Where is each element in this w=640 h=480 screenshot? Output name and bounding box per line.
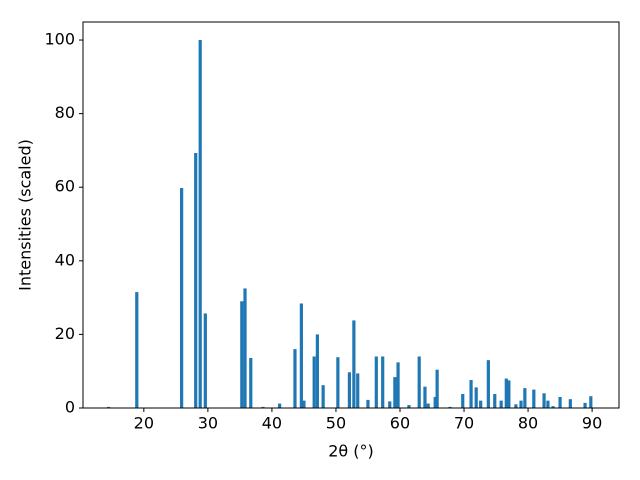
x-tick-label: 30 bbox=[198, 414, 218, 433]
bar bbox=[396, 362, 400, 408]
bar bbox=[546, 400, 550, 408]
x-tick-label: 50 bbox=[326, 414, 346, 433]
bar bbox=[249, 357, 253, 408]
y-tick-label: 20 bbox=[55, 324, 75, 343]
x-tick-label: 40 bbox=[262, 414, 282, 433]
bar bbox=[243, 288, 247, 408]
bar bbox=[423, 386, 427, 408]
bar bbox=[568, 399, 572, 408]
bar bbox=[261, 406, 265, 408]
bar bbox=[407, 405, 411, 408]
bar bbox=[107, 406, 111, 408]
y-tick-label: 80 bbox=[55, 103, 75, 122]
y-tick-label: 100 bbox=[44, 30, 75, 49]
x-tick-label: 60 bbox=[390, 414, 410, 433]
bar bbox=[277, 403, 282, 408]
x-axis-label: 2θ (°) bbox=[328, 442, 374, 461]
bar bbox=[299, 303, 303, 408]
bar bbox=[469, 380, 473, 408]
bar bbox=[352, 320, 356, 408]
bar bbox=[374, 356, 378, 408]
bar bbox=[514, 404, 518, 408]
bar bbox=[393, 377, 397, 408]
bar bbox=[293, 349, 297, 408]
bar bbox=[486, 360, 490, 408]
bar bbox=[388, 401, 392, 408]
bar bbox=[347, 372, 351, 408]
bar bbox=[589, 396, 593, 408]
bar bbox=[532, 389, 536, 408]
bar bbox=[366, 399, 370, 408]
y-tick-label: 40 bbox=[55, 250, 75, 269]
bar bbox=[448, 406, 452, 408]
bar bbox=[433, 396, 437, 408]
bar bbox=[198, 40, 202, 408]
bar bbox=[435, 369, 439, 408]
bar bbox=[135, 292, 139, 408]
bar bbox=[194, 152, 198, 408]
bar bbox=[583, 402, 587, 408]
bar bbox=[461, 394, 465, 408]
x-tick-label: 70 bbox=[454, 414, 474, 433]
bar bbox=[180, 187, 184, 408]
bar bbox=[493, 394, 497, 408]
bar bbox=[519, 400, 523, 408]
bar bbox=[417, 356, 421, 408]
bar bbox=[542, 393, 546, 408]
y-tick-label: 0 bbox=[65, 398, 75, 417]
bar bbox=[240, 301, 244, 408]
bar bbox=[336, 357, 340, 408]
y-axis-label: Intensities (scaled) bbox=[16, 139, 35, 291]
bar bbox=[558, 396, 562, 408]
x-tick-label: 80 bbox=[518, 414, 538, 433]
x-tick-label: 90 bbox=[582, 414, 602, 433]
bar bbox=[356, 373, 360, 408]
bar bbox=[507, 380, 511, 408]
bar bbox=[312, 356, 316, 408]
bar bbox=[479, 400, 483, 408]
bar bbox=[504, 378, 508, 408]
bar bbox=[523, 388, 527, 408]
bar bbox=[499, 400, 503, 408]
bar bbox=[426, 403, 430, 408]
y-tick-label: 60 bbox=[55, 177, 75, 196]
bar bbox=[551, 406, 555, 408]
bar bbox=[203, 313, 207, 408]
bar bbox=[381, 356, 385, 408]
bar bbox=[315, 334, 319, 408]
bar bbox=[474, 387, 478, 408]
plot-area bbox=[107, 40, 593, 408]
bar bbox=[302, 400, 306, 408]
axes-frame bbox=[82, 21, 620, 409]
bar bbox=[321, 385, 325, 408]
x-tick-label: 20 bbox=[134, 414, 154, 433]
